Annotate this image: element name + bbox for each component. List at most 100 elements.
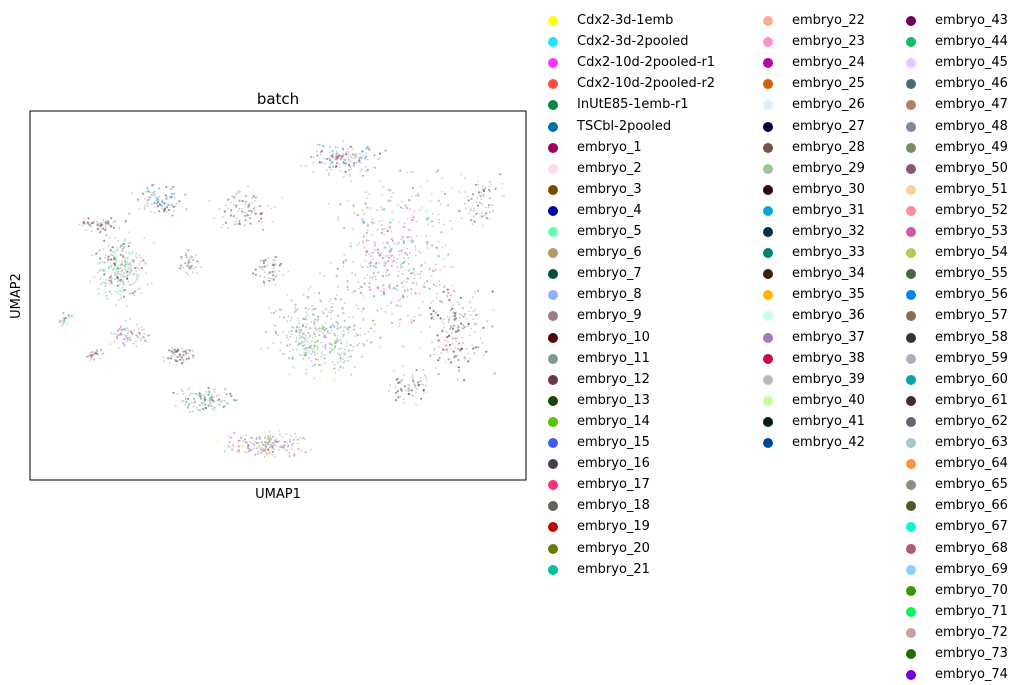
scatter-point — [151, 184, 154, 187]
scatter-point — [283, 445, 285, 447]
scatter-point — [333, 341, 336, 344]
legend-marker — [763, 184, 773, 195]
scatter-point — [396, 289, 399, 292]
scatter-point — [470, 327, 472, 330]
scatter-point — [174, 350, 177, 353]
scatter-point — [470, 197, 473, 200]
scatter-point — [99, 231, 102, 234]
scatter-point — [152, 191, 154, 194]
scatter-point — [204, 407, 208, 410]
scatter-point — [401, 266, 403, 268]
scatter-point — [187, 405, 190, 407]
scatter-point — [174, 359, 177, 362]
scatter-point — [207, 393, 210, 396]
scatter-point — [454, 337, 457, 340]
legend-label: embryo_9 — [577, 308, 642, 324]
scatter-point — [149, 191, 152, 194]
scatter-point — [226, 227, 229, 229]
scatter-point — [404, 260, 406, 262]
legend-marker — [548, 227, 558, 237]
scatter-point — [391, 261, 394, 263]
scatter-point — [110, 225, 113, 228]
scatter-point — [488, 218, 491, 220]
scatter-point — [365, 254, 367, 256]
scatter-point — [321, 145, 324, 148]
scatter-point — [227, 446, 230, 449]
scatter-point — [338, 368, 341, 371]
scatter-point — [360, 355, 363, 358]
scatter-point — [210, 404, 213, 408]
scatter-point — [133, 294, 136, 297]
scatter-point — [439, 317, 442, 320]
scatter-point — [90, 222, 93, 225]
scatter-point — [485, 206, 487, 209]
scatter-point — [428, 326, 431, 328]
scatter-point — [263, 430, 266, 433]
scatter-point — [323, 335, 326, 338]
scatter-point — [451, 307, 454, 310]
legend-label: embryo_57 — [935, 308, 1008, 324]
scatter-point — [451, 342, 454, 345]
scatter-point — [153, 193, 156, 196]
scatter-point — [120, 244, 123, 247]
scatter-point — [199, 395, 202, 398]
scatter-point — [481, 188, 484, 190]
scatter-point — [115, 257, 118, 260]
scatter-point — [446, 315, 449, 318]
scatter-point — [101, 223, 104, 226]
scatter-point — [380, 290, 382, 292]
scatter-point — [140, 256, 143, 259]
scatter-point — [189, 258, 192, 260]
scatter-point — [309, 341, 312, 344]
scatter-point — [127, 256, 129, 259]
scatter-point — [392, 259, 395, 262]
scatter-point — [327, 311, 330, 313]
scatter-point — [298, 331, 301, 334]
scatter-point — [239, 190, 241, 193]
scatter-point — [387, 274, 390, 277]
scatter-point — [122, 328, 125, 331]
scatter-point — [464, 191, 467, 193]
scatter-point — [443, 318, 445, 321]
scatter-point — [163, 360, 165, 363]
scatter-point — [125, 340, 129, 343]
scatter-point — [96, 251, 99, 254]
scatter-point — [357, 307, 360, 310]
scatter-point — [270, 438, 273, 441]
scatter-point — [359, 291, 363, 295]
scatter-point — [380, 294, 383, 297]
scatter-point — [171, 354, 174, 357]
scatter-point — [330, 343, 333, 346]
scatter-point — [402, 365, 405, 368]
scatter-point — [305, 346, 308, 349]
scatter-point — [171, 187, 173, 190]
scatter-point — [182, 359, 185, 362]
legend-marker — [763, 269, 773, 280]
scatter-point — [320, 341, 323, 344]
scatter-point — [407, 236, 410, 239]
scatter-point — [140, 337, 143, 340]
scatter-point — [134, 290, 137, 293]
scatter-point — [329, 155, 332, 157]
scatter-point — [491, 325, 494, 328]
legend-marker — [548, 269, 558, 280]
scatter-point — [307, 288, 310, 291]
scatter-point — [463, 379, 466, 382]
scatter-point — [438, 280, 440, 283]
scatter-point — [379, 157, 381, 159]
legend-marker — [763, 16, 773, 26]
legend-marker — [763, 332, 773, 343]
scatter-point — [200, 266, 202, 268]
scatter-point — [328, 174, 330, 177]
scatter-point — [446, 294, 449, 297]
legend-marker — [906, 100, 916, 111]
legend-marker — [548, 184, 558, 195]
scatter-point — [300, 329, 303, 332]
scatter-point — [113, 219, 116, 222]
scatter-point — [338, 166, 341, 168]
scatter-point — [149, 196, 152, 199]
legend-marker — [763, 205, 773, 216]
scatter-point — [217, 398, 221, 401]
scatter-point — [408, 198, 411, 201]
scatter-point — [294, 432, 297, 435]
